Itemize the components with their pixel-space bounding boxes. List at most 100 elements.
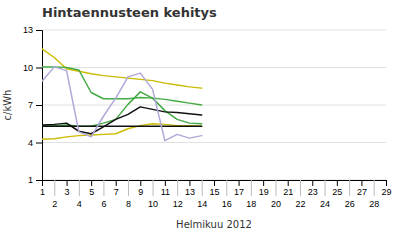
lines (42, 49, 202, 141)
x-tick-mark (79, 180, 80, 196)
x-tick-label: 11 (161, 187, 170, 197)
x-tick: 8 (126, 180, 131, 209)
x-tick: 3 (65, 180, 70, 197)
y-tick-mark (36, 105, 42, 106)
x-tick-label: 20 (271, 199, 281, 209)
x-tick: 19 (259, 180, 269, 197)
x-tick-mark (386, 180, 387, 186)
x-tick-label: 28 (369, 199, 379, 209)
x-tick-label: 16 (222, 199, 232, 209)
series-line (42, 126, 202, 128)
x-tick-mark (325, 180, 326, 196)
y-axis-line (36, 31, 43, 181)
y-tick: 10 (23, 63, 42, 73)
x-tick-mark (239, 180, 240, 186)
x-tick-mark (337, 180, 338, 186)
x-tick-mark (165, 180, 166, 186)
grid-line (42, 30, 386, 31)
y-tick-mark (36, 30, 42, 31)
x-tick-mark (177, 180, 178, 196)
grid-line (42, 142, 386, 143)
x-tick: 2 (52, 180, 57, 209)
series-line (42, 67, 202, 105)
x-tick-label: 6 (101, 199, 106, 209)
x-tick: 28 (369, 180, 379, 209)
chart: 1234567891011121314151617181920212223242… (0, 0, 400, 234)
x-tick: 11 (161, 180, 170, 197)
x-tick-mark (128, 180, 129, 196)
x-tick: 16 (222, 180, 232, 209)
x-tick: 25 (332, 180, 342, 197)
y-tick-label: 4 (28, 138, 33, 148)
x-tick: 10 (148, 180, 158, 209)
y-tick-label: 13 (23, 25, 33, 35)
x-tick: 7 (114, 180, 119, 197)
x-tick-mark (349, 180, 350, 196)
x-tick-mark (116, 180, 117, 186)
x-tick-mark (189, 180, 190, 186)
x-tick-mark (361, 180, 362, 186)
x-tick-label: 25 (332, 187, 342, 197)
x-tick-mark (288, 180, 289, 186)
x-tick: 4 (77, 180, 82, 209)
x-tick-mark (54, 180, 55, 196)
x-axis: 1234567891011121314151617181920212223242… (40, 180, 392, 209)
x-tick-mark (103, 180, 104, 196)
x-tick-label: 1 (40, 187, 45, 197)
x-tick: 1 (40, 180, 45, 197)
x-tick: 20 (271, 180, 281, 209)
y-tick: 4 (28, 138, 42, 148)
series-line (42, 92, 202, 126)
x-tick-label: 19 (259, 187, 269, 197)
grid-line (42, 67, 386, 68)
y-tick: 7 (28, 100, 42, 110)
x-axis-title: Helmikuu 2012 (176, 219, 252, 230)
x-tick-label: 27 (357, 187, 367, 197)
y-tick-mark (36, 180, 42, 181)
x-tick-label: 4 (77, 199, 82, 209)
x-tick-mark (263, 180, 264, 186)
plot: 1234567891011121314151617181920212223242… (23, 25, 392, 208)
x-tick-label: 15 (209, 187, 219, 197)
x-tick-mark (374, 180, 375, 196)
x-tick-mark (140, 180, 141, 186)
x-tick: 14 (197, 180, 207, 209)
y-tick-mark (36, 143, 42, 144)
x-tick-mark (312, 180, 313, 186)
grid-line (42, 105, 386, 106)
x-tick: 22 (295, 180, 305, 209)
x-tick-mark (300, 180, 301, 196)
x-tick-label: 23 (308, 187, 318, 197)
x-tick: 17 (234, 180, 244, 197)
x-tick-label: 17 (234, 187, 244, 197)
series-line (42, 107, 202, 134)
x-tick: 26 (345, 180, 355, 209)
x-axis-line (43, 181, 387, 187)
x-tick: 5 (89, 180, 94, 197)
x-tick-mark (226, 180, 227, 196)
title: Hintaennusteen kehitys (42, 5, 217, 20)
y-axis: 1471013 (23, 25, 43, 185)
x-tick-mark (275, 180, 276, 196)
x-tick: 12 (173, 180, 183, 209)
x-tick-label: 3 (65, 187, 70, 197)
y-tick-label: 10 (23, 63, 33, 73)
x-tick: 21 (283, 180, 293, 197)
x-tick: 13 (185, 180, 195, 197)
x-tick-mark (91, 180, 92, 186)
x-tick-label: 29 (381, 187, 391, 197)
x-tick: 18 (246, 180, 256, 209)
x-tick-mark (67, 180, 68, 186)
grid (42, 30, 386, 180)
x-tick-label: 7 (114, 187, 119, 197)
y-tick-mark (36, 68, 42, 69)
x-tick: 23 (308, 180, 318, 197)
x-tick-mark (251, 180, 252, 196)
x-tick: 24 (320, 180, 330, 209)
y-tick-label: 7 (28, 100, 33, 110)
x-tick-label: 12 (173, 199, 183, 209)
x-tick: 29 (381, 180, 391, 197)
series-line (42, 49, 202, 88)
x-tick-label: 9 (138, 187, 143, 197)
x-tick-mark (214, 180, 215, 186)
